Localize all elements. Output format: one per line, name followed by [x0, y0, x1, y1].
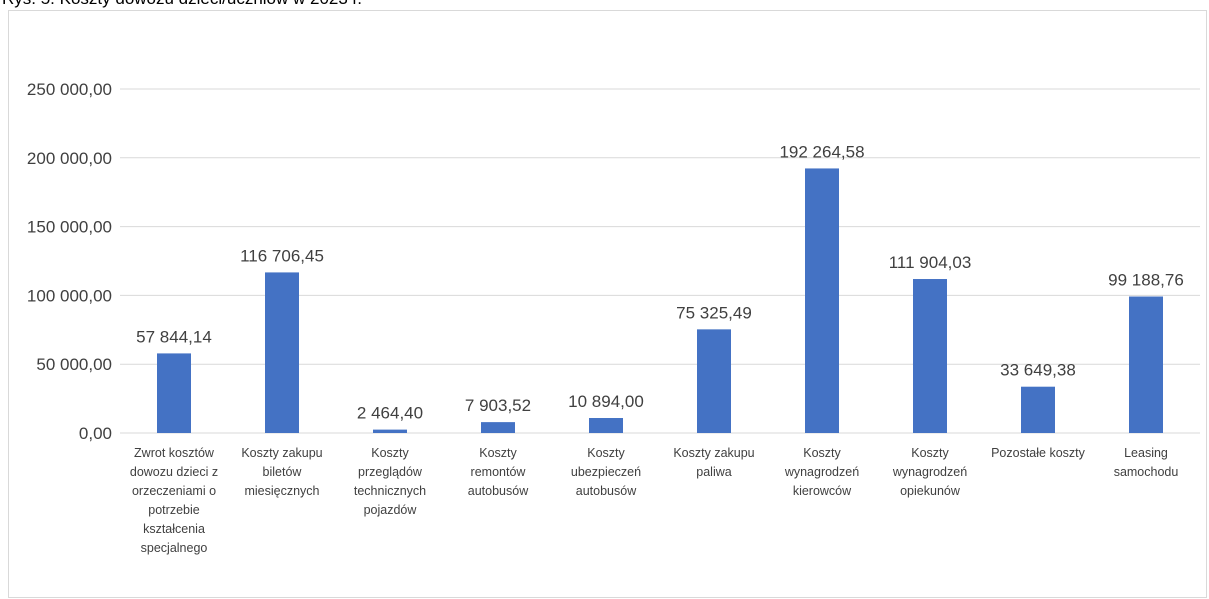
data-label: 99 188,76 — [1108, 271, 1184, 290]
x-category-label-line: orzeczeniami o — [132, 484, 216, 498]
bar — [697, 329, 731, 433]
x-category-label: Koszty wynagrodzeń opiekunów — [892, 446, 967, 498]
y-tick-label: 100 000,00 — [27, 286, 112, 305]
bar — [265, 272, 299, 433]
x-category-label-line: Leasing — [1124, 446, 1168, 460]
x-category-label: Koszty przeglądów technicznych pojazdów — [354, 446, 426, 517]
x-category-label-line: Koszty — [371, 446, 409, 460]
data-label: 75 325,49 — [676, 303, 752, 322]
x-category-label-line: Koszty — [479, 446, 517, 460]
x-category-label-line: miesięcznych — [244, 484, 319, 498]
y-tick-label: 0,00 — [79, 424, 112, 443]
data-label: 33 649,38 — [1000, 361, 1076, 380]
y-tick-label: 200 000,00 — [27, 149, 112, 168]
x-category-label-line: przeglądów — [358, 465, 423, 479]
x-category-label-line: opiekunów — [900, 484, 961, 498]
x-category-label-line: Zwrot kosztów — [134, 446, 215, 460]
data-label: 192 264,58 — [779, 142, 864, 161]
x-category-label-line: paliwa — [696, 465, 731, 479]
x-category-label-line: Koszty zakupu — [673, 446, 754, 460]
bar — [1129, 296, 1163, 433]
bar — [805, 168, 839, 433]
x-category-label-line: Koszty — [803, 446, 841, 460]
x-category-label-line: remontów — [471, 465, 527, 479]
data-label: 2 464,40 — [357, 404, 423, 423]
x-category-label: Koszty zakupu biletów miesięcznych — [241, 446, 322, 498]
x-category-label-line: autobusów — [468, 484, 529, 498]
chart-area — [8, 10, 1207, 598]
data-label: 111 904,03 — [889, 253, 972, 272]
data-label: 116 706,45 — [240, 246, 324, 265]
x-category-label-line: kierowców — [793, 484, 852, 498]
x-category-label-line: ubezpieczeń — [571, 465, 641, 479]
bar — [589, 418, 623, 433]
x-category-label-line: autobusów — [576, 484, 637, 498]
chart-caption: Rys. 5. Koszty dowozu dzieci/uczniów w 2… — [2, 0, 362, 9]
x-category-label-line: kształcenia — [143, 522, 205, 536]
x-category-label: Koszty remontów autobusów — [468, 446, 529, 498]
x-category-label: Koszty wynagrodzeń kierowców — [784, 446, 859, 498]
data-label: 10 894,00 — [568, 392, 644, 411]
bar — [157, 353, 191, 433]
x-category-label: Koszty zakupu paliwa — [673, 446, 754, 479]
y-tick-label: 150 000,00 — [27, 218, 112, 237]
bar — [1021, 386, 1055, 433]
x-category-label-line: technicznych — [354, 484, 426, 498]
y-tick-label: 250 000,00 — [27, 80, 112, 99]
x-category-label: Pozostałe koszty — [991, 446, 1086, 460]
bar — [481, 422, 515, 433]
bar — [913, 279, 947, 433]
y-tick-label: 50 000,00 — [36, 355, 112, 374]
x-category-label-line: samochodu — [1114, 465, 1179, 479]
data-label: 7 903,52 — [465, 396, 531, 415]
x-category-label-line: wynagrodzeń — [784, 465, 859, 479]
x-category-label-line: Pozostałe koszty — [991, 446, 1086, 460]
x-category-label-line: dowozu dzieci z — [130, 465, 218, 479]
x-category-label: Koszty ubezpieczeń autobusów — [571, 446, 641, 498]
x-category-label: Leasing samochodu — [1114, 446, 1179, 479]
x-category-label-line: Koszty — [911, 446, 949, 460]
x-category-label-line: Koszty — [587, 446, 625, 460]
bar — [373, 429, 407, 433]
x-category-label-line: specjalnego — [141, 541, 208, 555]
x-category-label: Zwrot kosztów dowozu dzieci z orzeczeniami… — [130, 446, 218, 555]
x-category-label-line: Koszty zakupu — [241, 446, 322, 460]
x-category-label-line: pojazdów — [364, 503, 418, 517]
x-category-label-line: potrzebie — [148, 503, 199, 517]
x-category-label-line: wynagrodzeń — [892, 465, 967, 479]
data-label: 57 844,14 — [136, 327, 212, 346]
x-category-label-line: biletów — [263, 465, 303, 479]
